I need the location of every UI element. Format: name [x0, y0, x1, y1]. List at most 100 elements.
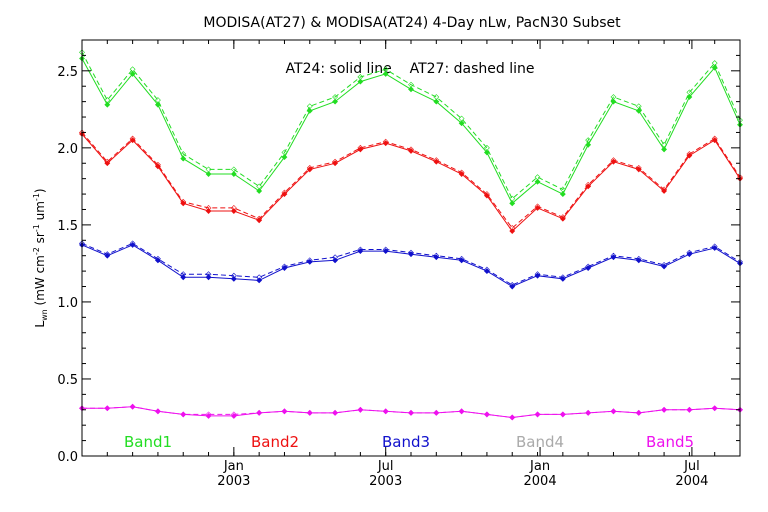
- point-at24: [610, 98, 617, 105]
- point-at27: [79, 405, 85, 412]
- point-at27: [306, 409, 313, 416]
- point-at24: [483, 149, 490, 156]
- point-at27: [534, 203, 541, 210]
- point-at27: [256, 409, 263, 416]
- point-at24: [306, 409, 313, 416]
- point-at24: [129, 137, 136, 144]
- point-at24: [129, 403, 136, 410]
- point-at27: [154, 97, 161, 104]
- point-at27: [711, 243, 718, 250]
- point-at24: [559, 191, 566, 197]
- point-at24: [686, 152, 693, 159]
- legend-band1: Band1: [124, 433, 172, 451]
- point-at24: [408, 251, 414, 258]
- point-at24: [104, 405, 111, 412]
- y-tick-label: 2.5: [57, 65, 78, 80]
- plot-frame: [81, 39, 741, 457]
- point-at24: [382, 408, 389, 415]
- point-at27: [661, 262, 668, 268]
- point-at24: [534, 272, 541, 279]
- point-at24: [408, 148, 414, 154]
- point-at24: [357, 406, 364, 413]
- point-at24: [205, 171, 212, 177]
- series-band5: [79, 403, 743, 421]
- point-at24: [585, 265, 592, 271]
- point-at27: [382, 138, 389, 145]
- point-at24: [281, 265, 288, 271]
- point-at27: [686, 89, 693, 96]
- point-at24: [661, 406, 668, 413]
- point-at27: [408, 409, 414, 416]
- point-at27: [281, 149, 288, 156]
- point-at27: [129, 66, 136, 73]
- point-at27: [230, 411, 237, 418]
- point-at24: [129, 70, 136, 77]
- point-at24: [711, 245, 718, 251]
- point-at27: [180, 271, 187, 278]
- point-at27: [610, 408, 617, 415]
- point-at24: [610, 158, 617, 165]
- point-at24: [610, 408, 617, 415]
- point-at27: [661, 141, 668, 148]
- point-at27: [686, 249, 693, 256]
- point-at27: [509, 225, 516, 231]
- point-at27: [585, 263, 592, 270]
- x-tick-month: Jul: [683, 459, 700, 474]
- point-at27: [509, 414, 516, 421]
- legend-band3: Band3: [382, 433, 430, 451]
- point-at24: [711, 64, 718, 71]
- point-at27: [281, 189, 288, 196]
- x-tick-month: Jan: [223, 459, 244, 474]
- point-at27: [610, 94, 617, 100]
- point-at27: [585, 137, 592, 144]
- point-at24: [458, 257, 465, 264]
- point-at24: [154, 101, 161, 108]
- x-tick-year: 2004: [675, 474, 708, 489]
- point-at27: [180, 411, 187, 418]
- line-at24-band1: [81, 58, 741, 205]
- point-at27: [230, 272, 237, 279]
- point-at27: [256, 274, 263, 281]
- point-at27: [382, 246, 389, 253]
- point-at24: [306, 166, 313, 173]
- point-at27: [559, 274, 566, 281]
- point-at24: [635, 107, 642, 114]
- point-at27: [281, 408, 288, 415]
- point-at27: [610, 157, 617, 164]
- point-at24: [382, 140, 389, 147]
- point-at27: [509, 282, 516, 288]
- point-at24: [534, 178, 541, 185]
- point-at24: [559, 411, 566, 418]
- point-at24: [458, 408, 465, 415]
- point-at24: [483, 411, 490, 418]
- point-at24: [433, 98, 440, 105]
- point-at27: [205, 271, 212, 278]
- point-at24: [256, 409, 263, 416]
- point-at27: [534, 271, 541, 278]
- point-at27: [534, 411, 541, 418]
- series-layer: [79, 49, 743, 421]
- point-at24: [332, 257, 339, 264]
- point-at27: [180, 198, 187, 205]
- point-at27: [332, 94, 339, 100]
- point-at27: [79, 240, 85, 247]
- point-at27: [458, 169, 465, 176]
- point-at27: [205, 166, 212, 173]
- point-at24: [357, 146, 364, 153]
- point-at27: [433, 94, 440, 100]
- point-at27: [483, 144, 490, 151]
- point-at24: [483, 268, 490, 275]
- legend-band4: Band4: [516, 433, 564, 451]
- point-at24: [433, 158, 440, 165]
- point-at27: [357, 74, 364, 80]
- point-at24: [205, 274, 212, 281]
- legend-band2: Band2: [251, 433, 299, 451]
- point-at24: [180, 411, 187, 418]
- point-at24: [408, 86, 414, 93]
- point-at27: [230, 205, 237, 211]
- x-tick-year: 2004: [524, 474, 557, 489]
- line-at27-band3: [81, 242, 741, 286]
- point-at27: [635, 409, 642, 416]
- point-at24: [230, 171, 237, 177]
